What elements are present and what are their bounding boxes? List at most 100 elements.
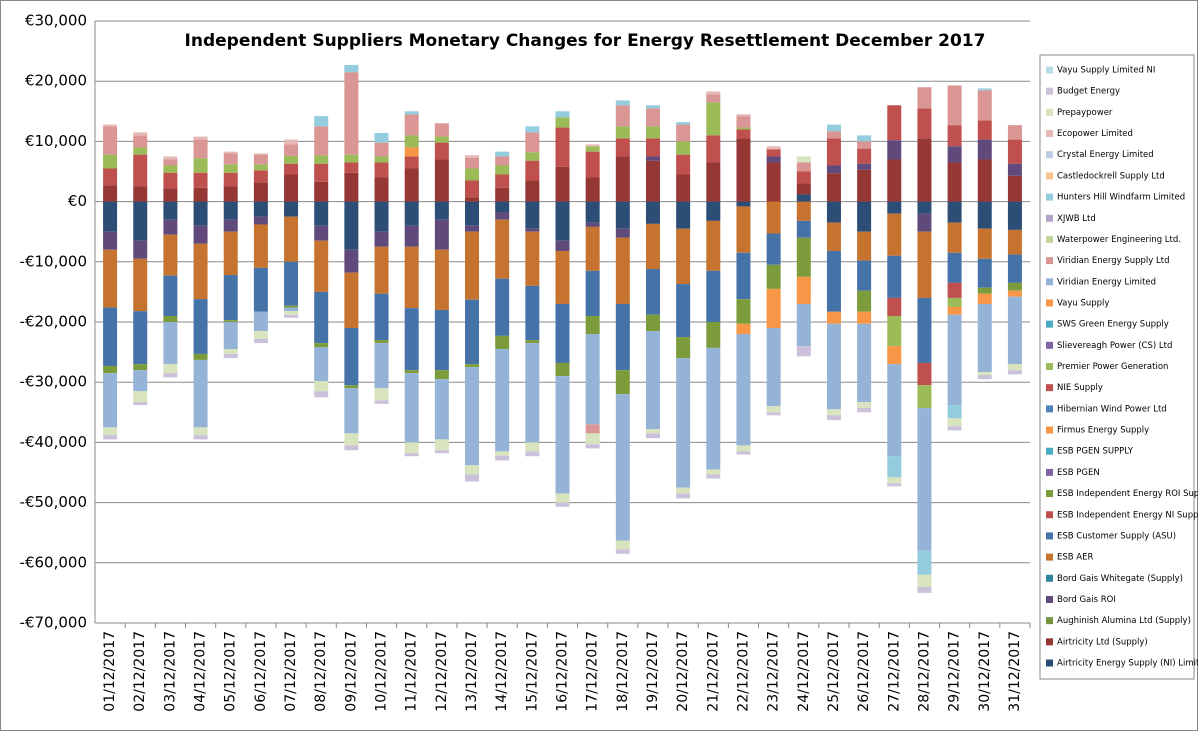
y-tick-label: €20,000 [25,72,87,90]
legend-label: Slievereagh Power (CS) Ltd [1057,341,1172,351]
bar-segment [736,127,751,130]
bar-segment [615,370,630,395]
bar-segment [615,237,630,304]
bar-segment [284,314,299,318]
bar-segment [314,181,329,202]
x-tick-label: 19/12/2017 [645,631,661,712]
bar-segment [404,111,419,115]
bar-segment [103,373,118,428]
bar-segment [525,285,540,341]
bar-segment [314,225,329,241]
bar-segment [917,231,932,298]
bar-segment [344,388,359,434]
bar-segment [857,148,872,164]
bar-segment [495,335,510,350]
bar-segment [434,136,449,143]
bar-segment [585,144,600,147]
bar-segment [374,293,389,341]
bar-segment [555,362,570,377]
bar-segment [1007,229,1022,255]
bar-segment [223,151,238,154]
bar-segment [223,164,238,173]
bar-segment [826,201,841,223]
bar-segment [193,172,208,188]
y-tick-label: -€70,000 [20,614,87,632]
bar-segment [1007,139,1022,164]
bar-segment [857,311,872,324]
bar-segment [223,186,238,202]
bar-segment [917,87,932,109]
bar-segment [676,487,691,494]
bar-segment [555,201,570,241]
x-tick-label: 13/12/2017 [464,631,480,712]
legend-swatch [1046,553,1053,561]
bar-segment [796,237,811,277]
legend-label: ESB Customer Supply (ASU) [1057,531,1176,541]
bar-segment [676,124,691,142]
bar-segment [434,159,449,202]
x-tick-label: 25/12/2017 [826,631,842,712]
bar-segment [223,219,238,232]
bar-segment [766,156,781,163]
bar-segment [103,307,118,366]
bar-segment [495,174,510,188]
x-tick-label: 14/12/2017 [494,631,510,712]
legend-label: ESB AER [1057,553,1093,563]
bar-segment [434,219,449,250]
bar-segment [645,433,660,439]
bar-segment [947,306,962,315]
bar-segment [193,353,208,360]
bar-segment [434,450,449,454]
bar-segment [706,135,721,163]
bar-segment [676,122,691,125]
bar-segment [917,213,932,232]
bar-segment [404,225,419,247]
bar-segment [796,201,811,221]
bar-segment [193,243,208,300]
legend-label: ESB Independent Energy ROI Supply [1057,489,1198,499]
bar-segment [253,331,268,339]
bar-segment [857,141,872,149]
bar-segment [525,340,540,344]
bar-segment [766,162,781,202]
bar-segment [434,142,449,160]
bar-segment [887,105,902,141]
bar-segment [404,114,419,136]
bar-segment [826,222,841,251]
legend-label: Castledockrell Supply Ltd [1057,171,1165,181]
bar-segment [645,429,660,434]
bar-segment [977,374,992,380]
bar-segment [465,155,480,158]
bar-segment [223,322,238,350]
bar-segment [133,240,148,259]
bar-segment [163,201,178,220]
legend-swatch [1046,87,1053,95]
bar-segment [676,174,691,202]
bar-segment [826,173,841,202]
bar-segment [766,412,781,416]
bar-segment [917,574,932,587]
bar-segment [163,188,178,202]
bar-segment [857,135,872,142]
bar-segment [706,322,721,348]
bar-segment [163,373,178,378]
bar-segment [706,94,721,103]
y-tick-label: €10,000 [25,132,87,150]
bar-segment [344,445,359,451]
bar-segment [555,376,570,494]
legend-swatch [1046,299,1053,307]
bar-segment [736,201,751,207]
bar-segment [887,315,902,347]
bar-segment [525,180,540,202]
bar-segment [917,408,932,551]
legend-label: Hunters Hill Windfarm Limited [1057,193,1185,203]
x-tick-label: 02/12/2017 [132,631,148,712]
bar-segment [887,456,902,478]
bar-segment [796,346,811,357]
bar-segment [887,346,902,365]
bar-segment [826,124,841,132]
legend-label: XJWB Ltd [1057,214,1096,224]
bar-segment [253,170,268,183]
bar-segment [947,252,962,283]
bar-segment [1007,370,1022,375]
